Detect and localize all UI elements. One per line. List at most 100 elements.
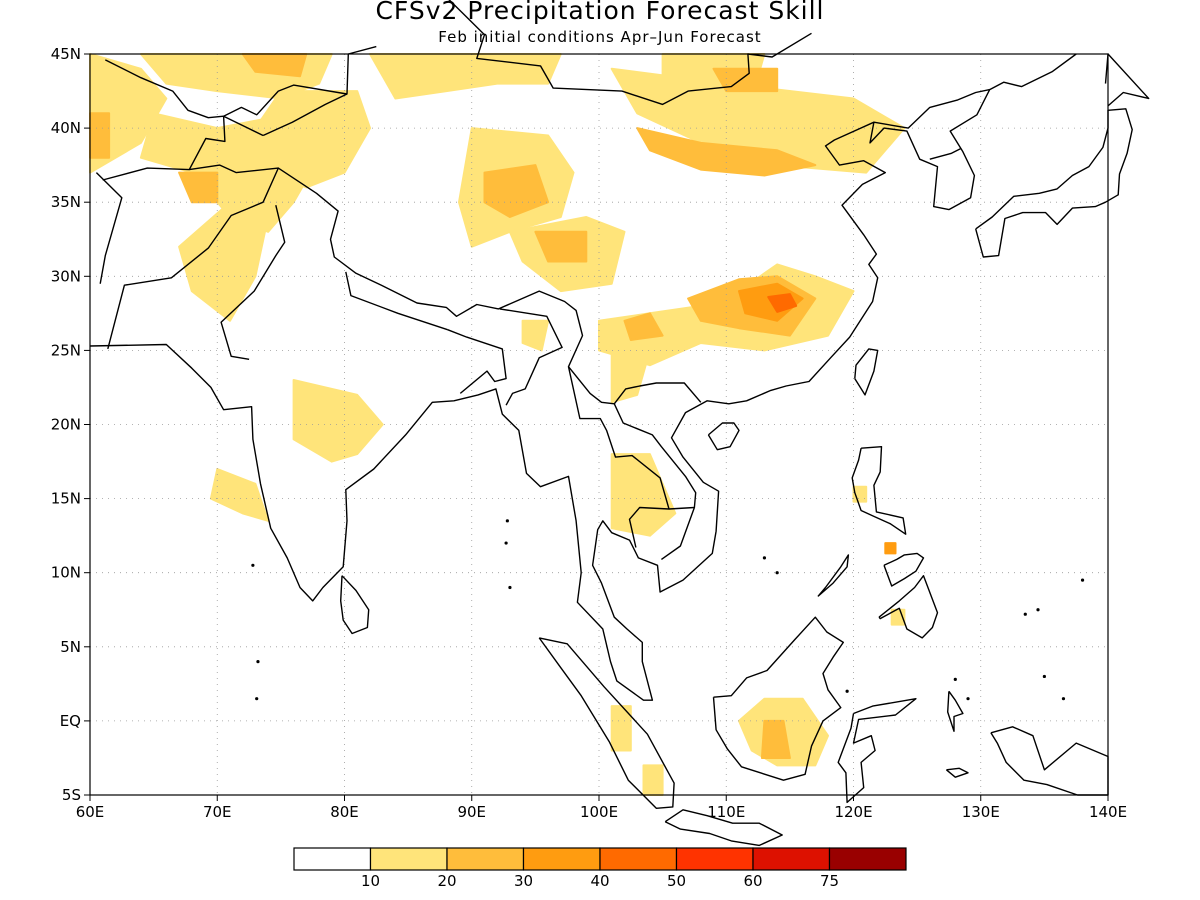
lon-tick-label: 140E xyxy=(1089,803,1127,821)
map-subtitle: Feb initial conditions Apr–Jun Forecast xyxy=(438,28,762,46)
coastlines xyxy=(89,0,1150,847)
coastline xyxy=(975,108,1133,258)
coastline xyxy=(567,366,670,548)
colorbar-label: 75 xyxy=(820,872,839,890)
colorbar-swatch xyxy=(446,847,525,871)
island-dot xyxy=(1042,674,1046,679)
skill-contour-1 xyxy=(209,468,270,522)
coastline xyxy=(712,616,844,781)
coastline xyxy=(538,637,675,809)
island-dot xyxy=(508,585,512,590)
coastline xyxy=(707,422,740,451)
coastline xyxy=(95,172,123,284)
lon-tick-label: 120E xyxy=(834,803,872,821)
lat-tick-label: 5N xyxy=(60,638,81,656)
colorbar-label: 50 xyxy=(667,872,686,890)
coastline xyxy=(102,164,279,350)
colorbar-swatch xyxy=(522,847,601,871)
colorbar-swatch xyxy=(675,847,754,871)
coastline xyxy=(613,403,697,560)
coastline xyxy=(947,690,964,732)
skill-contour-2 xyxy=(534,230,588,263)
island-dot xyxy=(845,689,849,693)
lat-tick-label: 45N xyxy=(51,45,81,63)
coastline xyxy=(223,84,348,117)
coastline xyxy=(878,575,939,639)
coastline xyxy=(340,575,370,635)
skill-contour-1 xyxy=(292,379,384,463)
skill-contour-2 xyxy=(483,164,550,218)
skill-contour-1 xyxy=(254,90,371,189)
skill-contour-3 xyxy=(884,542,897,555)
skill-shading xyxy=(89,53,906,796)
island-dot xyxy=(1036,608,1040,612)
island-dot xyxy=(775,571,779,575)
coastline xyxy=(1104,53,1150,107)
island-dot xyxy=(966,697,970,701)
lon-tick-label: 130E xyxy=(962,803,1000,821)
coastline xyxy=(220,205,286,360)
island-dot xyxy=(1023,612,1027,616)
lat-tick-label: EQ xyxy=(60,712,81,730)
lon-tick-label: 100E xyxy=(580,803,618,821)
coastline xyxy=(447,329,507,394)
lat-tick-label: 5S xyxy=(62,786,81,804)
lon-tick-label: 60E xyxy=(76,803,105,821)
island-dot xyxy=(255,697,259,701)
island-dot xyxy=(1061,697,1066,701)
coastline xyxy=(817,554,850,597)
skill-contour-1 xyxy=(521,319,550,352)
colorbar-swatch xyxy=(828,847,907,871)
coastline xyxy=(990,726,1109,796)
coastline xyxy=(883,552,925,587)
coastline xyxy=(668,506,695,510)
skill-contour-4 xyxy=(767,293,798,313)
coastline xyxy=(188,116,226,170)
colorbar-label: 30 xyxy=(514,872,533,890)
coastline xyxy=(664,809,783,847)
coastline xyxy=(837,698,917,804)
colorbar-label: 10 xyxy=(361,872,380,890)
coastline xyxy=(262,45,377,137)
coastline xyxy=(499,308,563,406)
lat-tick-label: 15N xyxy=(51,490,81,508)
skill-contour-2 xyxy=(89,112,111,159)
colorbar-swatch xyxy=(293,847,372,871)
lon-tick-label: 90E xyxy=(457,803,486,821)
island-dot xyxy=(504,541,508,545)
coastline xyxy=(448,0,812,106)
lat-tick-label: 40N xyxy=(51,119,81,137)
skill-contour-2 xyxy=(760,719,791,759)
lat-tick-label: 35N xyxy=(51,193,81,211)
skill-contour-2 xyxy=(178,171,219,204)
coastline xyxy=(945,767,969,778)
skill-contour-1 xyxy=(369,53,562,100)
lat-tick-label: 30N xyxy=(51,267,81,285)
colorbar-label: 60 xyxy=(743,872,762,890)
lat-tick-label: 10N xyxy=(51,564,81,582)
coastline xyxy=(89,53,1077,701)
skill-contour-1 xyxy=(178,201,270,322)
skill-contour-2 xyxy=(636,127,817,177)
skill-contour-2 xyxy=(623,312,664,341)
coastline xyxy=(873,88,990,129)
lat-tick-label: 25N xyxy=(51,341,81,359)
colorbar-swatch xyxy=(599,847,678,871)
skill-contour-1 xyxy=(610,453,677,537)
island-dot xyxy=(762,556,767,560)
island-dot xyxy=(505,519,509,523)
island-dot xyxy=(1080,578,1085,582)
skill-contour-1 xyxy=(642,764,664,796)
island-dot xyxy=(251,563,255,567)
skill-contour-2 xyxy=(712,67,779,93)
lon-tick-label: 80E xyxy=(330,803,359,821)
lat-tick-label: 20N xyxy=(51,416,81,434)
coastline xyxy=(929,148,961,160)
colorbar: 10 20 30 40 50 60 75 xyxy=(293,847,907,890)
map-title: CFSv2 Precipitation Forecast Skill xyxy=(375,0,825,25)
skill-contour-1 xyxy=(610,705,632,752)
coastline xyxy=(851,446,907,535)
colorbar-swatch xyxy=(752,847,831,871)
axis-ticks: 60E 70E 80E 90E 100E 110E 120E 130E 140E 45N 40N 35… xyxy=(51,45,1127,821)
